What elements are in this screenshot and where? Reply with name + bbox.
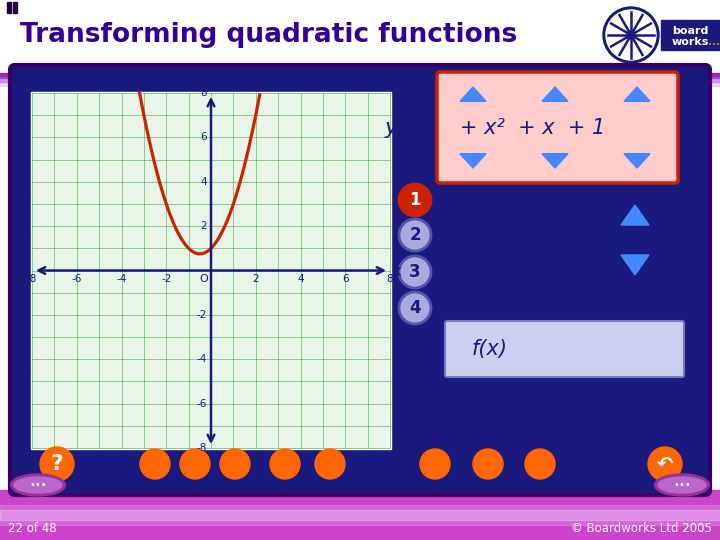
Circle shape (420, 449, 450, 479)
Circle shape (525, 449, 555, 479)
Circle shape (399, 256, 431, 288)
Bar (0, 0, 720, 70)
Text: f(x): f(x) (472, 339, 508, 359)
Text: f(x) + a: f(x) + a (441, 191, 510, 209)
Text: f(x + a): f(x + a) (441, 226, 510, 244)
Text: Y: Y (210, 78, 218, 91)
Text: -4: -4 (117, 274, 127, 285)
Text: 8: 8 (387, 274, 393, 285)
Text: 4: 4 (409, 299, 420, 317)
Circle shape (315, 449, 345, 479)
Polygon shape (542, 154, 568, 168)
Text: 3: 3 (409, 263, 420, 281)
Text: -6: -6 (71, 274, 82, 285)
Circle shape (627, 31, 635, 39)
Text: O: O (199, 273, 208, 284)
Circle shape (40, 447, 74, 481)
Text: 2: 2 (409, 226, 420, 244)
Bar (0, 81, 720, 86)
Text: f(ax): f(ax) (441, 299, 483, 317)
Circle shape (399, 219, 431, 251)
Ellipse shape (654, 474, 709, 496)
Circle shape (399, 292, 431, 324)
Circle shape (399, 184, 431, 216)
Bar (0, 73, 720, 78)
Text: -8: -8 (197, 443, 207, 453)
Polygon shape (621, 255, 649, 275)
Polygon shape (621, 205, 649, 225)
Text: ?: ? (50, 454, 63, 474)
Bar (0, 490, 720, 540)
Text: -6: -6 (197, 399, 207, 409)
Text: 22 of 48: 22 of 48 (8, 522, 57, 535)
Text: 6: 6 (342, 274, 348, 285)
Polygon shape (460, 154, 486, 168)
Bar (661, 20, 719, 50)
Text: •••: ••• (708, 42, 720, 48)
Text: a = 0: a = 0 (584, 231, 636, 249)
Bar (0, 510, 720, 520)
Circle shape (270, 449, 300, 479)
Text: 1: 1 (409, 191, 420, 209)
Text: ↶: ↶ (657, 455, 673, 474)
Text: works: works (671, 37, 708, 47)
Circle shape (603, 7, 659, 63)
Circle shape (220, 449, 250, 479)
FancyBboxPatch shape (10, 65, 710, 495)
Circle shape (648, 447, 682, 481)
Text: -4: -4 (197, 354, 207, 364)
Circle shape (180, 449, 210, 479)
Bar (13, 2, 17, 13)
Bar (32, 93, 390, 448)
Polygon shape (624, 87, 650, 102)
FancyBboxPatch shape (437, 72, 678, 183)
FancyBboxPatch shape (445, 321, 684, 377)
Text: Transforming quadratic functions: Transforming quadratic functions (20, 22, 517, 48)
Bar (0, 77, 720, 82)
Polygon shape (624, 154, 650, 168)
Polygon shape (460, 87, 486, 102)
Ellipse shape (658, 477, 706, 493)
Text: •••: ••• (30, 480, 47, 490)
Text: board: board (672, 26, 708, 36)
Text: •••: ••• (673, 480, 690, 490)
Text: y' =: y' = (402, 339, 444, 359)
Text: 2: 2 (253, 274, 259, 285)
Text: X: X (392, 266, 402, 279)
Text: -8: -8 (27, 274, 37, 285)
Circle shape (473, 449, 503, 479)
Text: + x²  + x  + 1: + x² + x + 1 (460, 118, 606, 138)
Text: -2: -2 (197, 310, 207, 320)
Text: -2: -2 (161, 274, 171, 285)
Text: 4: 4 (297, 274, 304, 285)
Ellipse shape (14, 477, 62, 493)
Polygon shape (542, 87, 568, 102)
Text: 6: 6 (200, 132, 207, 143)
Bar (31, 92, 391, 449)
Text: 4: 4 (200, 177, 207, 187)
Circle shape (606, 10, 656, 60)
Ellipse shape (11, 474, 66, 496)
Text: y =: y = (385, 118, 424, 138)
Text: af(x): af(x) (441, 263, 483, 281)
Text: 8: 8 (200, 88, 207, 98)
Text: © Boardworks Ltd 2005: © Boardworks Ltd 2005 (571, 522, 712, 535)
Bar (0, 505, 720, 525)
Circle shape (140, 449, 170, 479)
Bar (7, 2, 11, 13)
Text: 2: 2 (200, 221, 207, 231)
